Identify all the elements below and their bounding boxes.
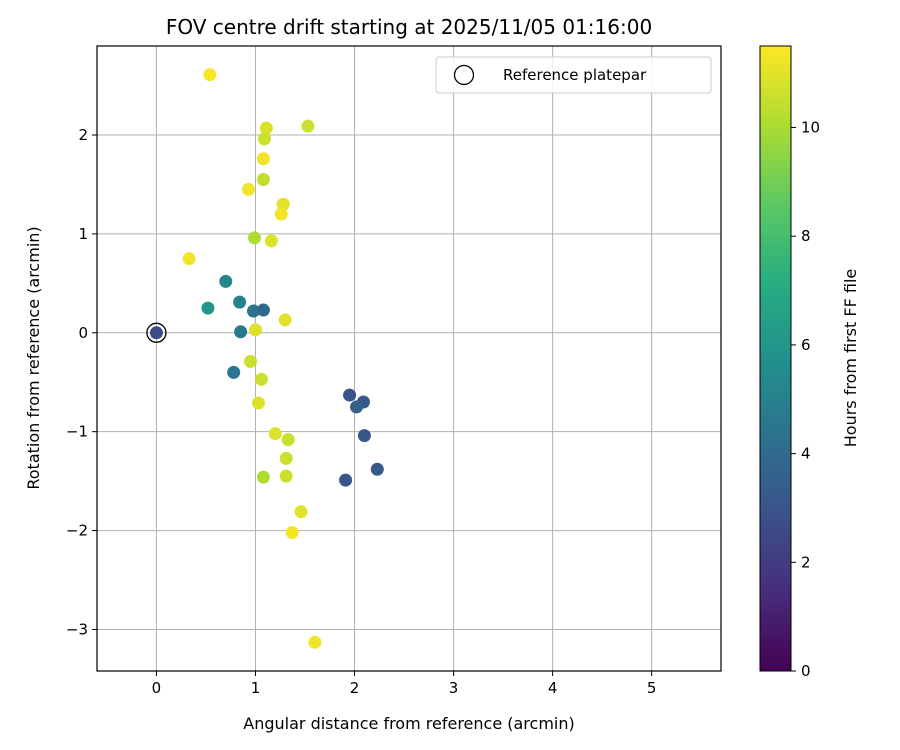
data-point [203, 68, 217, 82]
data-point [254, 372, 268, 386]
colorbar-gradient [759, 45, 792, 672]
x-tick-label: 2 [350, 679, 360, 697]
colorbar-tick-label: 6 [801, 336, 811, 354]
data-point [256, 152, 270, 166]
data-point [357, 429, 371, 443]
data-point [256, 470, 270, 484]
data-point [259, 121, 273, 135]
data-point [256, 303, 270, 317]
y-tick-label: −3 [66, 620, 88, 638]
legend-box [435, 56, 712, 94]
colorbar-tick-label: 0 [801, 662, 811, 680]
data-point [343, 388, 357, 402]
data-point [268, 427, 282, 441]
data-point [251, 396, 265, 410]
reference-point [149, 326, 163, 340]
data-point [281, 433, 295, 447]
data-point [248, 323, 262, 337]
data-point [219, 274, 233, 288]
data-point [201, 301, 215, 315]
x-tick-label: 3 [449, 679, 459, 697]
y-axis-label: Rotation from reference (arcmin) [24, 226, 43, 489]
data-point [256, 173, 270, 187]
x-axis-ticks: 0 1 2 3 4 5 [152, 671, 657, 697]
colorbar-tick-label: 8 [801, 227, 811, 245]
data-point [339, 473, 353, 487]
colorbar-ticks: 0 2 4 6 8 10 [791, 119, 820, 680]
data-point [301, 119, 315, 133]
data-points [182, 68, 384, 649]
data-point [285, 526, 299, 540]
data-point [244, 354, 258, 368]
colorbar-tick-label: 10 [801, 119, 820, 137]
data-point [308, 635, 322, 649]
data-point [279, 469, 293, 483]
x-tick-label: 4 [548, 679, 558, 697]
data-point [247, 231, 261, 245]
data-point [242, 182, 256, 196]
colorbar-tick-label: 4 [801, 445, 811, 463]
data-point [276, 197, 290, 211]
reference-ring [146, 322, 167, 343]
data-point [234, 325, 248, 339]
data-point [370, 462, 384, 476]
legend-reference-symbol [453, 64, 475, 86]
y-tick-label: −2 [66, 522, 88, 540]
data-point [294, 505, 308, 519]
data-point [257, 132, 271, 146]
y-tick-label: 0 [78, 324, 88, 342]
x-tick-label: 1 [251, 679, 261, 697]
colorbar-label: Hours from first FF file [841, 269, 860, 448]
legend: Reference platepar [435, 56, 712, 94]
data-point [350, 400, 364, 414]
y-axis-ticks: −3 −2 −1 0 1 2 [66, 126, 97, 638]
data-point [233, 295, 247, 309]
data-point [278, 313, 292, 327]
data-point [182, 252, 196, 266]
chart-title: FOV centre drift starting at 2025/11/05 … [166, 15, 652, 39]
data-point [246, 304, 260, 318]
data-point [279, 451, 293, 465]
legend-label-reference-platepar: Reference platepar [503, 66, 647, 84]
x-tick-label: 0 [152, 679, 162, 697]
y-tick-label: 2 [78, 126, 88, 144]
colorbar: 0 2 4 6 8 10 Hours from first FF file [759, 45, 860, 680]
grid-lines [97, 46, 721, 671]
y-tick-label: −1 [66, 423, 88, 441]
y-tick-label: 1 [78, 225, 88, 243]
x-tick-label: 5 [647, 679, 657, 697]
x-axis-label: Angular distance from reference (arcmin) [243, 714, 574, 733]
colorbar-tick-label: 2 [801, 553, 811, 571]
data-point [264, 234, 278, 248]
data-point [274, 207, 288, 221]
data-point [227, 365, 241, 379]
reference-platepar-marker [146, 322, 167, 343]
plot-frame [96, 45, 722, 672]
